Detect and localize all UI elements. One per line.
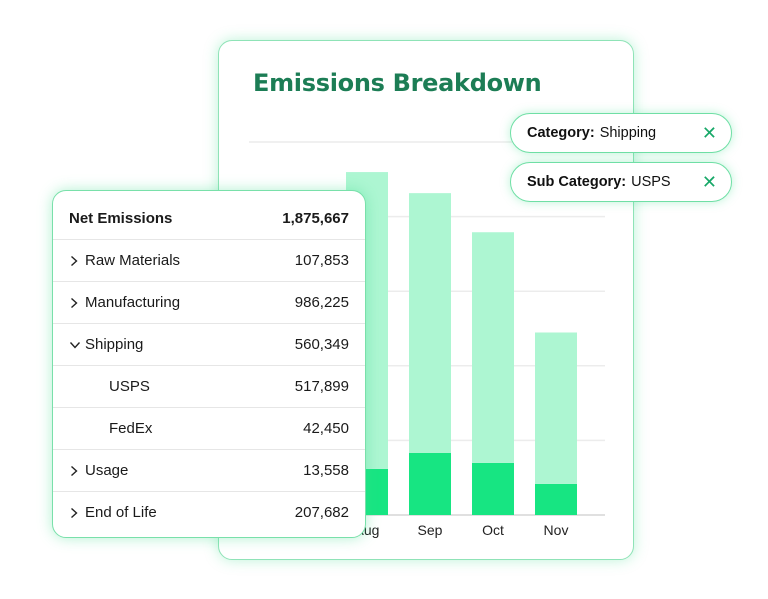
bar-segment-top-nov[interactable] bbox=[535, 332, 577, 484]
table-header-row: Net Emissions 1,875,667 bbox=[53, 197, 365, 239]
table-row-shipping[interactable]: Shipping 560,349 bbox=[53, 323, 365, 365]
filter-chip-category[interactable]: Category: Shipping ✕ bbox=[510, 113, 732, 153]
bar-segment-base-nov[interactable] bbox=[535, 483, 577, 515]
row-value: 517,899 bbox=[294, 378, 349, 395]
chevron-right-icon[interactable] bbox=[69, 255, 85, 267]
chevron-down-icon[interactable] bbox=[69, 340, 85, 350]
x-tick-label: Sep bbox=[418, 522, 443, 538]
row-label: USPS bbox=[109, 378, 150, 395]
row-value: 560,349 bbox=[294, 336, 349, 353]
table-row-raw-materials[interactable]: Raw Materials 107,853 bbox=[53, 239, 365, 281]
bar-segment-top-oct[interactable] bbox=[472, 232, 514, 463]
row-value: 13,558 bbox=[303, 462, 349, 479]
close-icon[interactable]: ✕ bbox=[701, 123, 717, 143]
chevron-right-icon[interactable] bbox=[69, 507, 85, 519]
net-emissions-table: Net Emissions 1,875,667 Raw Materials 10… bbox=[52, 190, 366, 538]
table-row-usps[interactable]: USPS 517,899 bbox=[53, 365, 365, 407]
row-label: End of Life bbox=[85, 504, 157, 521]
row-value: 107,853 bbox=[294, 252, 349, 269]
table-row-usage[interactable]: Usage 13,558 bbox=[53, 449, 365, 491]
filter-chip-key: Category: bbox=[527, 125, 595, 141]
row-value: 207,682 bbox=[294, 504, 349, 521]
bar-segment-top-sep[interactable] bbox=[409, 193, 451, 453]
bar-segment-base-sep[interactable] bbox=[409, 452, 451, 515]
filter-chip-sub-category[interactable]: Sub Category: USPS ✕ bbox=[510, 162, 732, 202]
header-label: Net Emissions bbox=[69, 209, 173, 227]
bar-segment-base-oct[interactable] bbox=[472, 462, 514, 515]
close-icon[interactable]: ✕ bbox=[701, 172, 717, 192]
row-label: Shipping bbox=[85, 336, 144, 353]
row-label: Usage bbox=[85, 462, 129, 479]
table-row-end-of-life[interactable]: End of Life 207,682 bbox=[53, 491, 365, 533]
filter-chip-value: Shipping bbox=[599, 125, 657, 141]
x-tick-label: Oct bbox=[482, 522, 504, 538]
row-label: FedEx bbox=[109, 420, 153, 437]
filter-chip-key: Sub Category: bbox=[527, 174, 627, 190]
chart-title: Emissions Breakdown bbox=[253, 69, 542, 97]
row-label: Manufacturing bbox=[85, 294, 181, 311]
table-row-manufacturing[interactable]: Manufacturing 986,225 bbox=[53, 281, 365, 323]
table-row-fedex[interactable]: FedEx 42,450 bbox=[53, 407, 365, 449]
header-value: 1,875,667 bbox=[282, 209, 349, 227]
row-value: 986,225 bbox=[294, 294, 349, 311]
row-label: Raw Materials bbox=[85, 252, 181, 269]
chevron-right-icon[interactable] bbox=[69, 465, 85, 477]
chevron-right-icon[interactable] bbox=[69, 297, 85, 309]
row-value: 42,450 bbox=[303, 420, 349, 437]
filter-chip-value: USPS bbox=[631, 174, 671, 190]
x-tick-label: Nov bbox=[544, 522, 569, 538]
